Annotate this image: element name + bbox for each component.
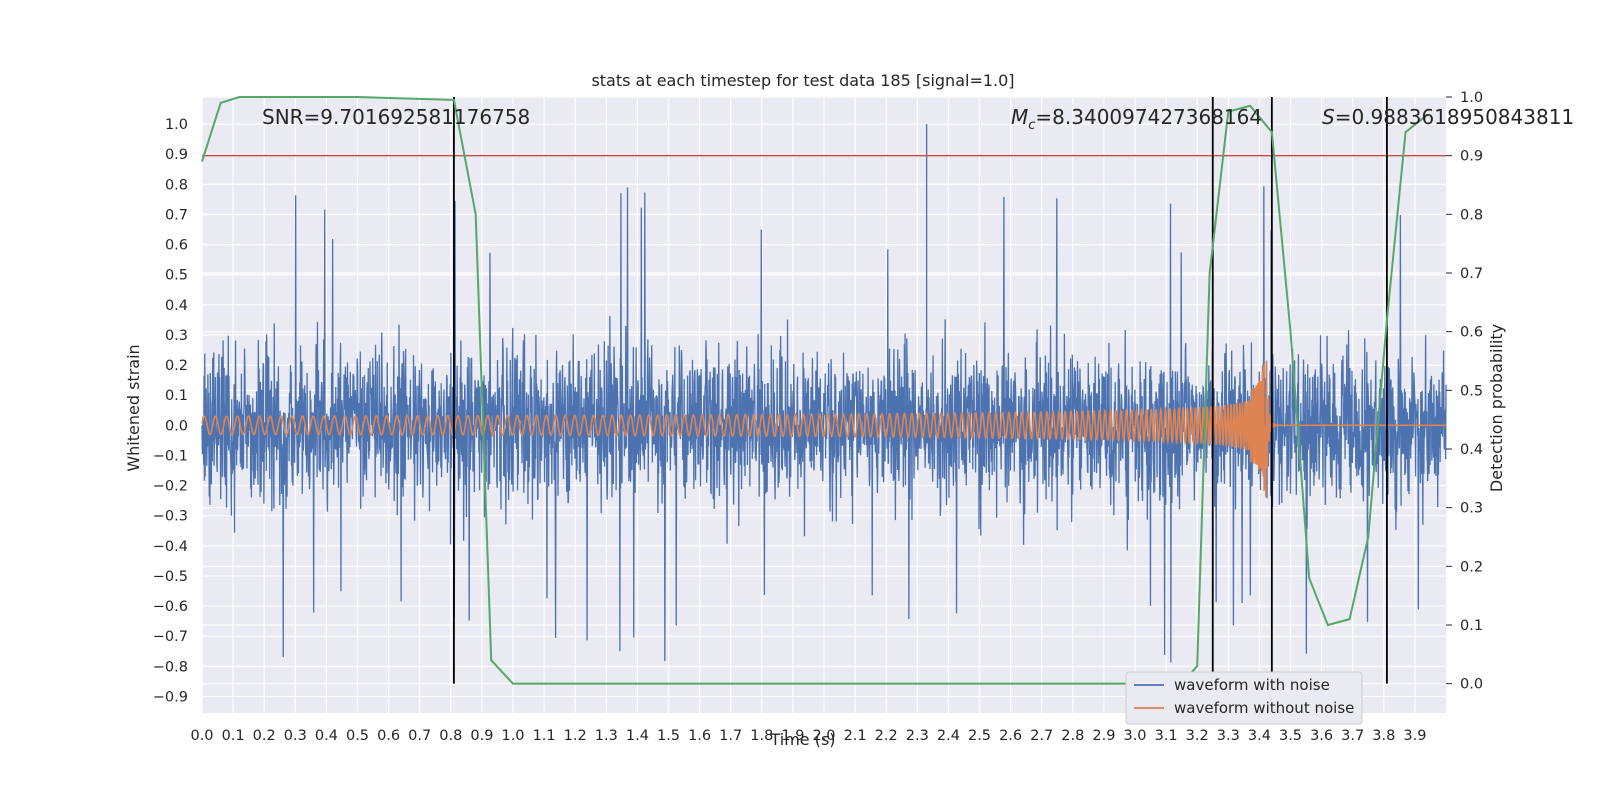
y-left-tick-label: −0.1 (153, 448, 188, 464)
y-left-tick-label: 0.6 (165, 238, 188, 254)
y-left-tick-label: −0.6 (153, 599, 188, 615)
y-left-tick-label: 0.7 (165, 207, 188, 223)
y-right-tick-label: 0.2 (1460, 559, 1483, 575)
x-tick-label: 1.9 (781, 728, 804, 744)
x-tick-label: 0.2 (253, 728, 276, 744)
x-tick-label: 1.5 (657, 728, 680, 744)
x-tick-label: 0.0 (190, 728, 213, 744)
x-tick-label: 2.1 (844, 728, 867, 744)
y-left-tick-label: 1.0 (165, 117, 188, 133)
y-right-tick-label: 0.7 (1460, 266, 1483, 282)
x-tick-label: 2.8 (1061, 728, 1084, 744)
series-waveform-without-noise (201, 360, 1446, 497)
x-tick-label: 0.4 (315, 728, 338, 744)
x-tick-label: 2.5 (968, 728, 991, 744)
y-right-tick-label: 0.6 (1460, 325, 1483, 341)
legend-box (1125, 671, 1363, 725)
x-tick-label: 0.5 (346, 728, 369, 744)
y-right-tick-label: 0.5 (1460, 383, 1483, 399)
y-right-tick-label: 0.4 (1460, 442, 1483, 458)
x-tick-label: 0.9 (470, 728, 493, 744)
x-tick-label: 3.0 (1123, 728, 1146, 744)
y-left-tick-label: −0.3 (153, 509, 188, 525)
y-left-tick-label: −0.7 (153, 629, 188, 645)
y-axis-right-ticks: 1.0 0.9 0.8 0.7 0.6 0.5 0.4 0.3 0.2 0.1 0.0 (1446, 90, 1483, 693)
y-left-tick-label: −0.8 (153, 659, 188, 675)
y-axis-left-label: Whitened strain (124, 344, 143, 471)
y-left-tick-label: −0.2 (153, 479, 188, 495)
x-tick-label: 3.6 (1310, 728, 1333, 744)
x-tick-label: 1.6 (688, 728, 711, 744)
y-right-tick-label: 0.8 (1460, 207, 1483, 223)
x-tick-label: 3.5 (1279, 728, 1302, 744)
x-tick-label: 1.0 (501, 728, 524, 744)
chirp-mass-annotation: Mc=8.340097427368164 (1011, 105, 1262, 133)
y-left-tick-label: 0.3 (165, 328, 188, 344)
y-right-tick-label: 0.3 (1460, 501, 1483, 517)
vertical-markers (453, 97, 1388, 684)
x-tick-label: 1.7 (719, 728, 742, 744)
y-left-tick-label: −0.4 (153, 539, 188, 555)
x-tick-label: 1.8 (750, 728, 773, 744)
y-axis-left-ticks: 1.0 0.9 0.8 0.7 0.6 0.5 0.4 0.3 0.2 0.1 0.0 −0.1 −0.… (153, 117, 188, 705)
x-tick-label: 3.8 (1372, 728, 1395, 744)
y-right-tick-label: 0.0 (1460, 677, 1483, 693)
x-tick-label: 2.4 (937, 728, 960, 744)
x-axis-label: Time (s) (769, 730, 835, 749)
x-tick-label: 2.2 (875, 728, 898, 744)
y-left-tick-label: 0.2 (165, 358, 188, 374)
chart-title: stats at each timestep for test data 185… (591, 71, 1014, 90)
x-tick-label: 3.4 (1248, 728, 1271, 744)
x-tick-label: 2.3 (906, 728, 929, 744)
y-right-tick-label: 1.0 (1460, 90, 1483, 106)
x-tick-label: 1.3 (595, 728, 618, 744)
x-tick-label: 2.0 (812, 728, 835, 744)
y-left-tick-label: 0.0 (165, 418, 188, 434)
x-tick-label: 2.9 (1092, 728, 1115, 744)
y-left-tick-label: 0.8 (165, 177, 188, 193)
x-tick-label: 0.8 (439, 728, 462, 744)
x-tick-label: 3.3 (1217, 728, 1240, 744)
legend: waveform with noise waveform without noi… (1125, 671, 1363, 725)
y-left-tick-label: 0.9 (165, 147, 188, 163)
snr-annotation: SNR=9.701692581176758 (262, 105, 530, 129)
x-tick-label: 2.6 (999, 728, 1022, 744)
y-right-tick-label: 0.1 (1460, 618, 1483, 634)
legend-label-noise: waveform with noise (1174, 676, 1330, 694)
y-axis-right-label: Detection probability (1487, 324, 1506, 492)
x-tick-label: 0.1 (222, 728, 245, 744)
x-axis-ticks: 0.0 0.1 0.2 0.3 0.4 0.5 0.6 0.7 0.8 0.9 1.0 1.1 1.2 1… (190, 728, 1426, 744)
x-tick-label: 3.7 (1341, 728, 1364, 744)
y-left-tick-label: −0.5 (153, 569, 188, 585)
y-right-tick-label: 0.9 (1460, 149, 1483, 165)
clean-waveform-line (201, 360, 1446, 497)
x-tick-label: 1.1 (533, 728, 556, 744)
x-tick-label: 3.9 (1403, 728, 1426, 744)
y-left-tick-label: −0.9 (153, 689, 188, 705)
x-tick-label: 3.1 (1155, 728, 1178, 744)
legend-label-clean: waveform without noise (1174, 699, 1354, 717)
score-annotation: S=0.9883618950843811 (1322, 105, 1574, 129)
x-tick-label: 3.2 (1186, 728, 1209, 744)
x-tick-label: 1.4 (626, 728, 649, 744)
x-tick-label: 1.2 (564, 728, 587, 744)
x-tick-label: 0.7 (408, 728, 431, 744)
y-left-tick-label: 0.5 (165, 268, 188, 284)
x-tick-label: 0.3 (284, 728, 307, 744)
y-left-tick-label: 0.1 (165, 388, 188, 404)
x-tick-label: 2.7 (1030, 728, 1053, 744)
x-tick-label: 0.6 (377, 728, 400, 744)
y-left-tick-label: 0.4 (165, 298, 188, 314)
